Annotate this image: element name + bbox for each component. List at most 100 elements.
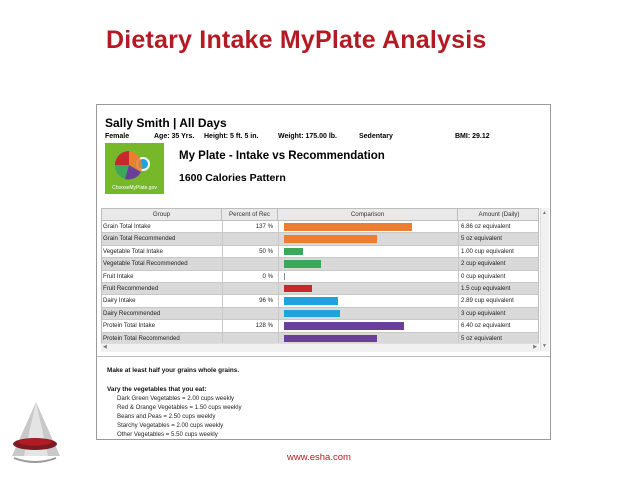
row-amount: 3 cup equivalent — [461, 309, 506, 317]
table-row[interactable]: Protein Total Intake 128 % 6.40 oz equival… — [101, 320, 539, 333]
row-group: Dairy Intake — [103, 297, 136, 305]
scroll-left-icon[interactable]: ◀ — [103, 344, 107, 350]
comparison-bar — [284, 272, 285, 281]
column-divider — [222, 320, 223, 332]
column-divider — [278, 307, 279, 320]
table-row[interactable]: Fruit Recommended 1.5 cup equivalent — [101, 282, 539, 296]
comparison-bar — [284, 247, 303, 256]
column-divider — [278, 282, 279, 295]
vegetables-heading: Vary the vegetables that you eat: — [107, 386, 207, 393]
column-divider — [458, 320, 459, 332]
comparison-table: Group Percent of Rec Comparison Amount (… — [101, 208, 539, 350]
vertical-scrollbar[interactable]: ▲ ▼ — [540, 208, 549, 351]
column-divider — [458, 258, 459, 270]
row-amount: 5 oz equivalent — [461, 235, 502, 243]
col-percent[interactable]: Percent of Rec — [222, 209, 278, 220]
vegetable-note: Dark Green Vegetables = 2.00 cups weekly — [117, 395, 235, 402]
row-group: Dairy Recommended — [103, 309, 161, 317]
comparison-bar — [284, 235, 378, 243]
column-divider — [222, 221, 223, 233]
row-group: Protein Total Intake — [103, 322, 156, 330]
comparison-bar — [284, 309, 341, 318]
column-divider — [222, 245, 223, 258]
grains-note: Make at least half your grains whole gra… — [107, 367, 240, 374]
row-group: Vegetable Total Intake — [103, 247, 163, 255]
client-name: Sally Smith | All Days — [105, 116, 227, 130]
col-amount[interactable]: Amount (Daily) — [478, 211, 520, 218]
report-header: Sally Smith | All Days Female Age: 35 Yr… — [97, 105, 550, 207]
column-divider — [458, 270, 459, 282]
row-amount: 2.89 cup equivalent — [461, 297, 514, 305]
row-percent: 96 % — [259, 297, 273, 305]
row-amount: 1.00 cup equivalent — [461, 247, 514, 255]
activity-label: Sedentary — [359, 133, 393, 140]
scroll-up-icon[interactable]: ▲ — [542, 210, 547, 216]
column-divider — [458, 233, 459, 245]
horizontal-scrollbar[interactable]: ◀ ▶ — [101, 343, 539, 352]
column-divider — [458, 245, 459, 258]
row-group: Fruit Intake — [103, 272, 134, 280]
age-label: Age: 35 Yrs. — [154, 133, 195, 140]
column-divider — [222, 307, 223, 320]
column-divider — [222, 282, 223, 295]
report-screenshot: Sally Smith | All Days Female Age: 35 Yr… — [96, 104, 551, 440]
row-group: Fruit Recommended — [103, 284, 159, 292]
table-body: Grain Total Intake 137 % 6.86 oz equivalen… — [101, 221, 539, 345]
myplate-logo-text: ChooseMyPlate.gov — [112, 185, 157, 191]
row-percent: 128 % — [255, 322, 273, 330]
column-divider — [278, 245, 279, 258]
row-group: Grain Total Recommended — [103, 235, 176, 243]
vegetable-note: Beans and Peas = 2.50 cups weekly — [117, 413, 216, 420]
scroll-down-icon[interactable]: ▼ — [542, 343, 547, 349]
column-divider — [458, 221, 459, 233]
comparison-bar — [284, 297, 339, 305]
row-amount: 6.40 oz equivalent — [461, 322, 511, 330]
col-group[interactable]: Group — [102, 209, 222, 220]
vegetable-note: Starchy Vegetables = 2.00 cups weekly — [117, 422, 224, 429]
column-divider — [458, 307, 459, 320]
column-divider — [278, 221, 279, 233]
column-divider — [222, 270, 223, 282]
footer-url[interactable]: www.esha.com — [287, 452, 351, 463]
comparison-bar — [284, 260, 322, 268]
weight-label: Weight: 175.00 lb. — [278, 133, 337, 140]
row-amount: 1.5 cup equivalent — [461, 284, 511, 292]
bmi-label: BMI: 29.12 — [455, 133, 490, 140]
table-row[interactable]: Vegetable Total Recommended 2 cup equival… — [101, 258, 539, 271]
row-amount: 2 cup equivalent — [461, 260, 506, 268]
column-divider — [278, 295, 279, 307]
table-row[interactable]: Grain Total Intake 137 % 6.86 oz equivalen… — [101, 221, 539, 234]
slide-title: Dietary Intake MyPlate Analysis — [106, 26, 487, 54]
row-group: Protein Total Recommended — [103, 334, 180, 342]
table-row[interactable]: Dairy Recommended 3 cup equivalent — [101, 307, 539, 321]
row-percent: 50 % — [259, 247, 273, 255]
row-group: Vegetable Total Recommended — [103, 260, 188, 268]
myplate-logo: ChooseMyPlate.gov — [105, 143, 164, 194]
column-divider — [222, 233, 223, 245]
column-divider — [278, 258, 279, 270]
row-percent: 0 % — [262, 272, 273, 280]
scroll-right-icon[interactable]: ▶ — [533, 344, 537, 350]
comparison-bar — [284, 284, 313, 293]
comparison-bar — [284, 223, 413, 231]
column-divider — [278, 332, 279, 344]
vegetable-note: Red & Orange Vegetables = 1.50 cups week… — [117, 404, 242, 411]
calorie-pattern: 1600 Calories Pattern — [179, 172, 286, 184]
table-row[interactable]: Grain Total Recommended 5 oz equivalent — [101, 233, 539, 246]
column-divider — [458, 332, 459, 344]
row-amount: 0 cup equivalent — [461, 272, 506, 280]
table-row[interactable]: Dairy Intake 96 % 2.89 cup equivalent — [101, 295, 539, 308]
esha-logo — [8, 400, 62, 470]
column-divider — [278, 233, 279, 245]
table-row[interactable]: Vegetable Total Intake 50 % 1.00 cup equiv… — [101, 245, 539, 259]
column-divider — [222, 332, 223, 344]
row-group: Grain Total Intake — [103, 223, 151, 230]
table-row[interactable]: Fruit Intake 0 % 0 cup equivalent — [101, 270, 539, 283]
row-percent: 137 % — [255, 223, 273, 230]
comparison-bar — [284, 334, 378, 343]
table-header: Group Percent of Rec Comparison Amount (… — [101, 208, 539, 221]
column-divider — [222, 295, 223, 307]
comparison-bar — [284, 322, 404, 330]
gender-label: Female — [105, 133, 130, 140]
col-comparison[interactable]: Comparison — [278, 209, 458, 220]
